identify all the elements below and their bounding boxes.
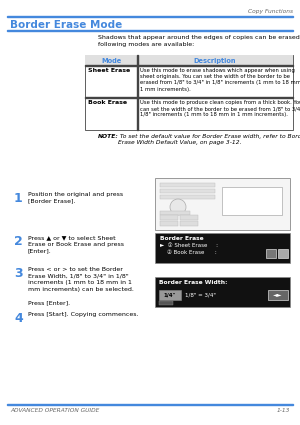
Text: Shadows that appear around the edges of copies can be erased. The
following mode: Shadows that appear around the edges of … — [98, 35, 300, 47]
Bar — [137, 55, 138, 130]
Bar — [268, 290, 288, 300]
Text: 3: 3 — [14, 267, 22, 280]
Text: Use this mode to produce clean copies from a thick book. You
can set the width o: Use this mode to produce clean copies fr… — [140, 100, 300, 117]
Bar — [160, 211, 190, 215]
Circle shape — [170, 199, 186, 215]
Bar — [85, 55, 293, 66]
Text: Press [Start]. Copying commences.: Press [Start]. Copying commences. — [28, 312, 139, 317]
Bar — [7, 404, 293, 405]
Bar — [180, 221, 198, 226]
Bar — [85, 55, 293, 130]
Text: 4: 4 — [14, 312, 23, 325]
Text: 1/4": 1/4" — [164, 292, 176, 298]
Text: ② Book Erase      :: ② Book Erase : — [160, 250, 217, 255]
Bar — [160, 183, 215, 187]
Bar — [7, 30, 293, 31]
Bar — [155, 277, 290, 307]
Bar — [7, 16, 293, 17]
Bar — [159, 290, 181, 300]
Bar — [160, 215, 178, 220]
Text: 1-13: 1-13 — [277, 408, 290, 413]
Bar — [85, 97, 293, 98]
Text: NOTE:: NOTE: — [98, 134, 119, 139]
Text: Border Erase: Border Erase — [160, 236, 204, 241]
Bar — [85, 65, 293, 66]
Text: Mode: Mode — [101, 57, 121, 63]
Text: Press ▲ or ▼ to select Sheet
Erase or Book Erase and press
[Enter].: Press ▲ or ▼ to select Sheet Erase or Bo… — [28, 235, 124, 253]
Text: 1/8" = 3/4": 1/8" = 3/4" — [185, 292, 216, 298]
Text: ◄►: ◄► — [273, 292, 283, 298]
Text: To set the default value for Border Erase width, refer to Border
Erase Width Def: To set the default value for Border Eras… — [118, 134, 300, 145]
Bar — [278, 249, 288, 258]
Bar — [155, 178, 290, 230]
Text: Use this mode to erase shadows which appear when using
sheet originals. You can : Use this mode to erase shadows which app… — [140, 68, 300, 92]
Bar — [159, 301, 173, 305]
Bar — [155, 233, 290, 263]
Text: ►  ① Sheet Erase     :: ► ① Sheet Erase : — [160, 243, 218, 248]
Bar — [266, 249, 276, 258]
Bar — [160, 189, 215, 193]
Bar — [160, 221, 178, 226]
Text: Border Erase Mode: Border Erase Mode — [10, 20, 122, 30]
Bar — [160, 195, 215, 199]
Text: 2: 2 — [14, 235, 23, 248]
Text: 1: 1 — [14, 192, 23, 205]
Text: Sheet Erase: Sheet Erase — [88, 68, 130, 73]
Text: Book Erase: Book Erase — [88, 100, 127, 105]
Text: Copy Functions: Copy Functions — [248, 9, 293, 14]
Text: Press < or > to set the Border
Erase Width, 1/8" to 3/4" in 1/8"
increments (1 m: Press < or > to set the Border Erase Wid… — [28, 267, 134, 305]
Text: Position the original and press
[Border Erase].: Position the original and press [Border … — [28, 192, 123, 204]
Text: Border Erase Width:: Border Erase Width: — [159, 280, 227, 285]
Bar — [222, 187, 282, 215]
Text: Description: Description — [194, 57, 236, 63]
Bar — [180, 215, 198, 220]
Text: ADVANCED OPERATION GUIDE: ADVANCED OPERATION GUIDE — [10, 408, 99, 413]
